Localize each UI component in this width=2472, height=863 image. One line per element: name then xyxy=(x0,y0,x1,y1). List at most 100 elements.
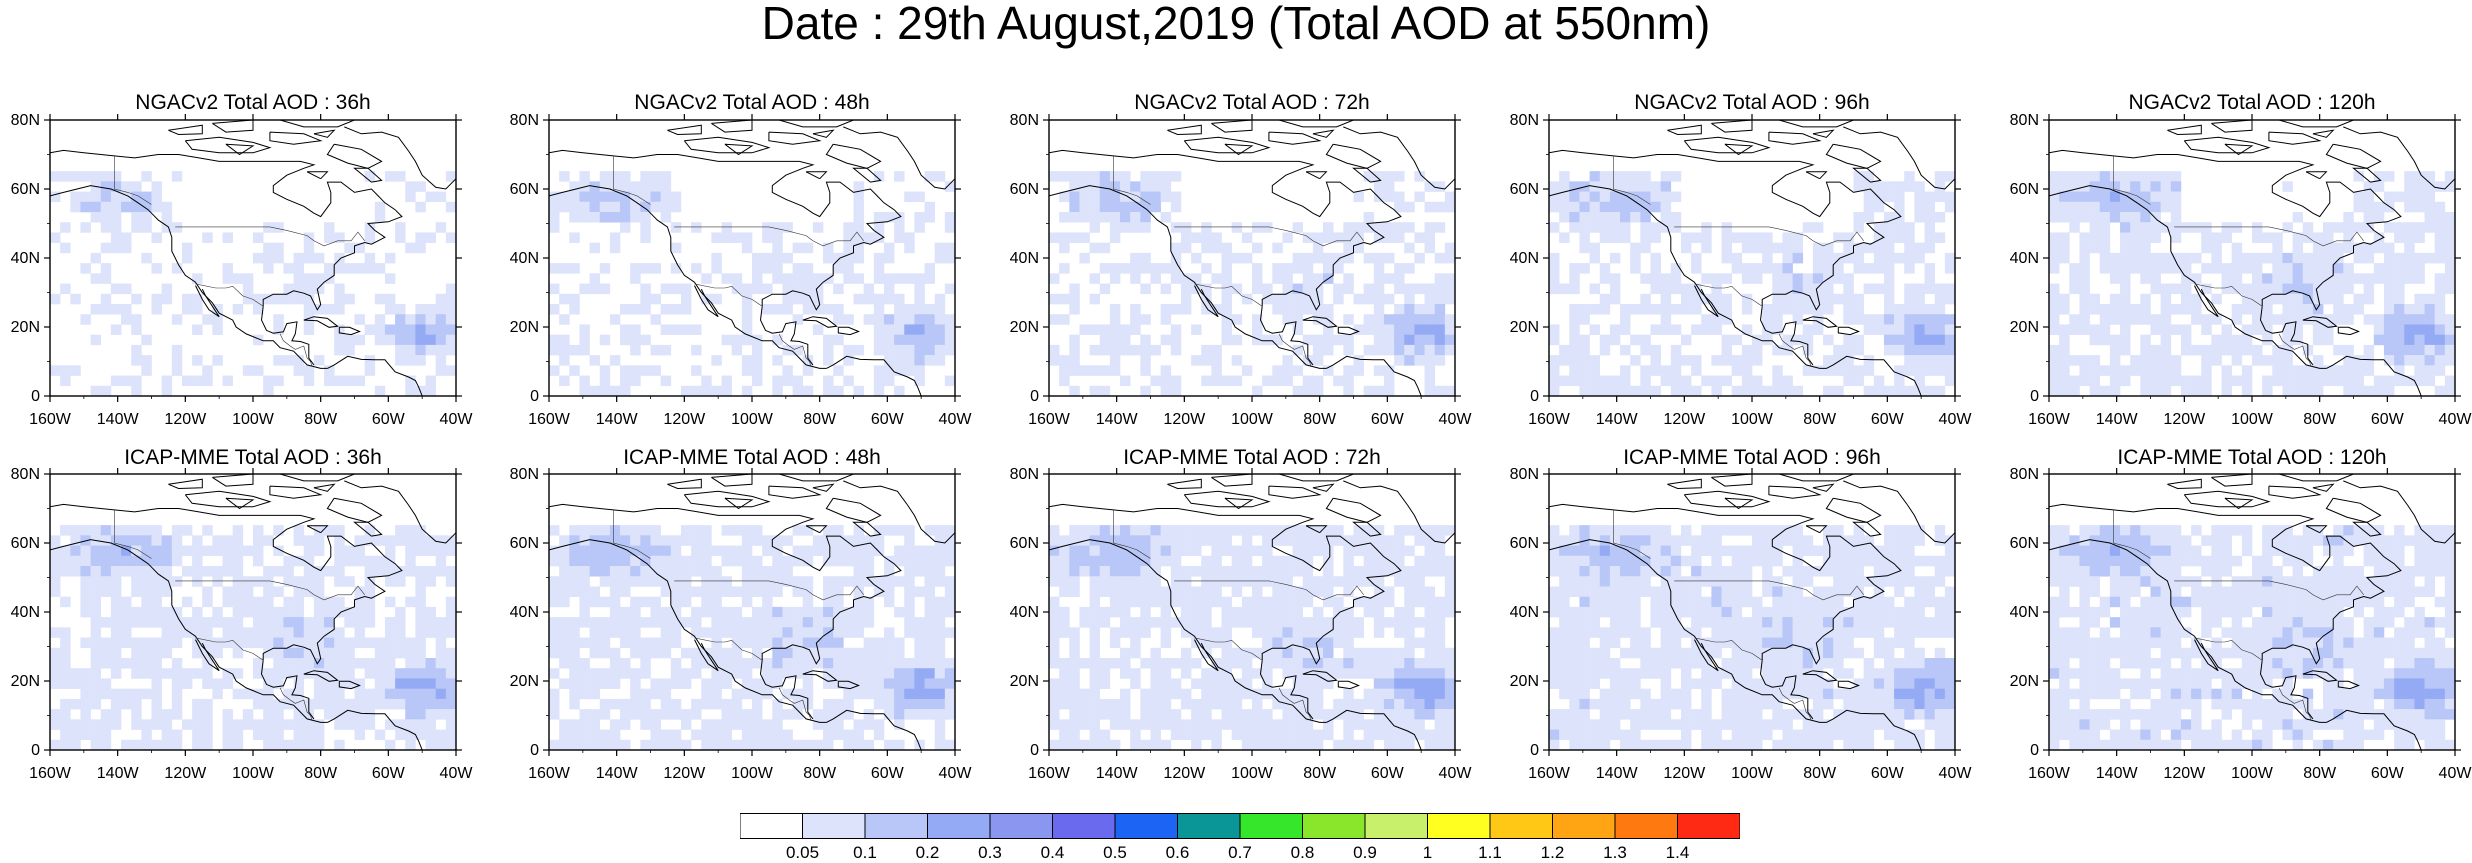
aod-field xyxy=(549,525,955,750)
colorbar-tick-label: 1 xyxy=(1423,843,1432,863)
y-tick-label: 80N xyxy=(1010,466,1039,483)
x-tick-label: 100W xyxy=(731,411,774,428)
x-tick-label: 160W xyxy=(2028,765,2071,782)
x-tick-label: 100W xyxy=(232,765,275,782)
y-tick-label: 80N xyxy=(11,466,40,483)
x-tick-label: 40W xyxy=(2439,765,2472,782)
y-tick-label: 40N xyxy=(1010,604,1039,621)
y-tick-label: 0 xyxy=(1030,742,1039,759)
y-tick-label: 80N xyxy=(1010,112,1039,129)
y-tick-label: 60N xyxy=(2010,535,2039,552)
y-tick-label: 40N xyxy=(11,250,40,267)
x-tick-label: 40W xyxy=(1439,411,1473,428)
y-tick-label: 60N xyxy=(510,181,539,198)
x-tick-label: 140W xyxy=(596,411,639,428)
x-tick-label: 40W xyxy=(1939,765,1973,782)
y-tick-label: 0 xyxy=(2030,742,2039,759)
y-tick-label: 60N xyxy=(2010,181,2039,198)
x-tick-label: 100W xyxy=(1731,765,1774,782)
panel-title: ICAP-MME Total AOD : 96h xyxy=(1529,446,1975,470)
y-tick-label: 0 xyxy=(1030,388,1039,405)
x-tick-label: 60W xyxy=(372,411,406,428)
x-tick-label: 160W xyxy=(1528,411,1571,428)
y-tick-label: 20N xyxy=(1010,673,1039,690)
panel-title: ICAP-MME Total AOD : 48h xyxy=(529,446,975,470)
y-tick-label: 40N xyxy=(510,604,539,621)
x-tick-label: 60W xyxy=(2371,765,2405,782)
x-tick-label: 80W xyxy=(2303,765,2337,782)
y-tick-label: 80N xyxy=(11,112,40,129)
y-tick-label: 0 xyxy=(530,388,539,405)
x-tick-label: 80W xyxy=(1803,765,1837,782)
x-tick-label: 40W xyxy=(939,411,973,428)
x-tick-label: 140W xyxy=(97,411,140,428)
y-tick-label: 20N xyxy=(1510,673,1539,690)
y-tick-label: 20N xyxy=(510,673,539,690)
x-tick-label: 160W xyxy=(29,765,72,782)
colorbar-tick-label: 0.1 xyxy=(853,843,877,863)
x-tick-label: 120W xyxy=(663,765,706,782)
x-tick-label: 140W xyxy=(2096,411,2139,428)
x-tick-label: 160W xyxy=(29,411,72,428)
colorbar-tick-label: 0.4 xyxy=(1041,843,1065,863)
x-tick-label: 140W xyxy=(97,765,140,782)
x-tick-label: 160W xyxy=(1028,411,1071,428)
colorbar-swatch xyxy=(990,814,1053,839)
colorbar-tick-label: 1.2 xyxy=(1541,843,1565,863)
y-tick-label: 40N xyxy=(1510,604,1539,621)
x-tick-label: 120W xyxy=(1663,765,1706,782)
panel-title: ICAP-MME Total AOD : 120h xyxy=(2029,446,2472,470)
x-tick-label: 100W xyxy=(2231,411,2274,428)
x-tick-label: 60W xyxy=(372,765,406,782)
x-tick-label: 80W xyxy=(803,411,837,428)
x-tick-label: 80W xyxy=(1803,411,1837,428)
x-tick-label: 160W xyxy=(528,411,571,428)
aod-field xyxy=(1549,525,1955,750)
x-tick-label: 100W xyxy=(1231,765,1274,782)
x-tick-label: 80W xyxy=(1303,411,1337,428)
y-tick-label: 80N xyxy=(510,112,539,129)
x-tick-label: 120W xyxy=(164,411,207,428)
y-tick-label: 40N xyxy=(11,604,40,621)
panel-title: NGACv2 Total AOD : 36h xyxy=(30,91,476,115)
y-tick-label: 60N xyxy=(1010,535,1039,552)
panel-title: ICAP-MME Total AOD : 36h xyxy=(30,446,476,470)
x-tick-label: 160W xyxy=(528,765,571,782)
x-tick-label: 120W xyxy=(1163,765,1206,782)
colorbar-tick-label: 0.9 xyxy=(1353,843,1377,863)
x-tick-label: 100W xyxy=(1731,411,1774,428)
y-tick-label: 80N xyxy=(1510,466,1539,483)
x-tick-label: 120W xyxy=(1663,411,1706,428)
y-tick-label: 0 xyxy=(1530,742,1539,759)
y-tick-label: 0 xyxy=(31,388,40,405)
x-tick-label: 80W xyxy=(304,411,338,428)
x-tick-label: 60W xyxy=(1871,411,1905,428)
x-tick-label: 40W xyxy=(2439,411,2472,428)
x-tick-label: 60W xyxy=(871,411,905,428)
colorbar-swatch xyxy=(865,814,928,839)
x-tick-label: 40W xyxy=(440,765,474,782)
x-tick-label: 60W xyxy=(2371,411,2405,428)
colorbar-tick-label: 1.3 xyxy=(1603,843,1627,863)
x-tick-label: 60W xyxy=(871,765,905,782)
y-tick-label: 20N xyxy=(2010,319,2039,336)
colorbar-tick-label: 0.3 xyxy=(978,843,1002,863)
panel-title: NGACv2 Total AOD : 120h xyxy=(2029,91,2472,115)
x-tick-label: 160W xyxy=(1528,765,1571,782)
y-tick-label: 80N xyxy=(510,466,539,483)
colorbar-swatch xyxy=(1490,814,1553,839)
y-tick-label: 40N xyxy=(2010,604,2039,621)
panel-title: ICAP-MME Total AOD : 72h xyxy=(1029,446,1475,470)
y-tick-label: 60N xyxy=(510,535,539,552)
x-tick-label: 140W xyxy=(596,765,639,782)
colorbar-tick-label: 0.6 xyxy=(1166,843,1190,863)
colorbar-swatch xyxy=(928,814,991,839)
y-tick-label: 60N xyxy=(1510,535,1539,552)
y-tick-label: 0 xyxy=(530,742,539,759)
x-tick-label: 120W xyxy=(663,411,706,428)
